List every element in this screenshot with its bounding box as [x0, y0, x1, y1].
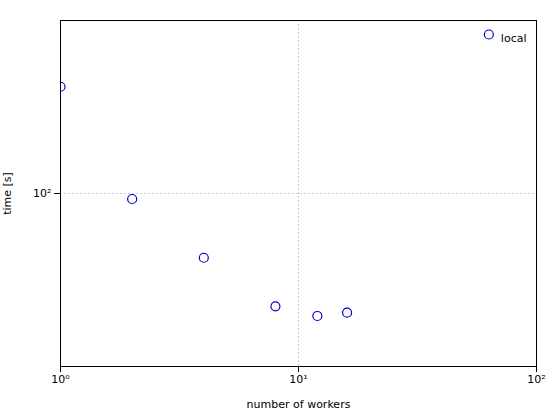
svg-text:time [s]: time [s] — [1, 172, 14, 215]
svg-text:local: local — [501, 32, 527, 45]
svg-text:10¹: 10¹ — [289, 373, 307, 386]
svg-text:10²: 10² — [33, 187, 51, 200]
svg-text:10²: 10² — [527, 373, 545, 386]
svg-text:10⁰: 10⁰ — [51, 373, 70, 386]
svg-text:number of workers: number of workers — [247, 398, 351, 411]
